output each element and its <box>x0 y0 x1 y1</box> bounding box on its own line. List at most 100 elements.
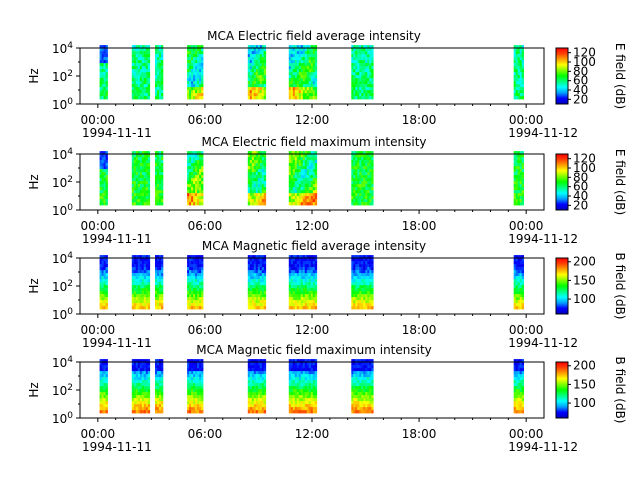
colorbar-tick-label: 80 <box>573 170 588 184</box>
spectrogram-block <box>247 151 267 206</box>
colorbar-tick-label: 20 <box>573 198 588 212</box>
y-tick-label: 100 <box>52 411 73 426</box>
y-tick-label: 104 <box>52 41 73 56</box>
y-tick-label: 102 <box>52 279 73 294</box>
x-tick-label: 06:00 <box>188 113 223 127</box>
spectrogram-block <box>288 255 318 310</box>
spectrogram-block <box>247 255 267 310</box>
spectrogram-block <box>155 359 164 414</box>
colorbar-gradient <box>555 257 569 315</box>
spectrogram-block <box>288 359 318 414</box>
panel-title: MCA Magnetic field maximum intensity <box>196 343 432 357</box>
colorbar-tick-label: 100 <box>573 161 596 175</box>
spectrogram-block <box>351 359 374 414</box>
spectrogram-block <box>513 45 524 100</box>
colorbar: 200 150 100 B field (dB) <box>555 357 627 424</box>
x-tick-label: 00:00 <box>509 219 544 233</box>
y-axis-label: Hz <box>27 174 41 189</box>
spectrogram-block <box>513 255 524 310</box>
panel-title: MCA Magnetic field average intensity <box>202 239 426 253</box>
date-label-end: 1994-11-12 <box>508 440 578 454</box>
spectrogram-block <box>351 45 374 100</box>
date-label-end: 1994-11-12 <box>508 126 578 140</box>
spectrogram-block <box>99 255 108 310</box>
colorbar-tick-label: 150 <box>573 377 596 391</box>
colorbar-tick-label: 100 <box>573 55 596 69</box>
date-label-end: 1994-11-12 <box>508 232 578 246</box>
spectrogram-block <box>187 255 204 310</box>
spectrogram-panel: MCA Magnetic field maximum intensity Hz 10… <box>27 343 627 454</box>
colorbar-tick-label: 120 <box>573 46 596 60</box>
spectrogram-block <box>155 255 164 310</box>
spectrogram-panel: MCA Magnetic field average intensity Hz 10… <box>27 239 627 350</box>
x-tick-label: 18:00 <box>402 427 437 441</box>
colorbar: 200 150 100 B field (dB) <box>555 253 627 319</box>
y-tick-label: 104 <box>52 147 73 162</box>
spectrogram-block <box>131 45 151 100</box>
colorbar-tick-label: 200 <box>573 255 596 269</box>
spectrogram-block <box>351 255 374 310</box>
colorbar-tick-label: 80 <box>573 64 588 78</box>
y-tick-label: 102 <box>52 69 73 84</box>
y-axis-label: Hz <box>27 278 41 293</box>
y-tick-label: 102 <box>52 175 73 190</box>
spectrogram-block <box>513 359 524 414</box>
x-tick-label: 00:00 <box>509 323 544 337</box>
y-tick-label: 102 <box>52 383 73 398</box>
x-tick-label: 12:00 <box>295 323 330 337</box>
spectrogram-block <box>99 45 108 100</box>
colorbar-tick-label: 20 <box>573 92 588 106</box>
x-tick-label: 00:00 <box>81 113 116 127</box>
spectrogram-block <box>131 151 151 206</box>
x-tick-label: 18:00 <box>402 113 437 127</box>
x-tick-label: 06:00 <box>188 219 223 233</box>
colorbar-tick-label: 40 <box>573 83 588 97</box>
x-tick-label: 12:00 <box>295 113 330 127</box>
colorbar-tick-label: 120 <box>573 152 596 166</box>
spectrogram-block <box>155 151 164 206</box>
y-tick-label: 104 <box>52 355 73 370</box>
y-tick-label: 100 <box>52 97 73 112</box>
date-label-start: 1994-11-11 <box>82 336 152 350</box>
spectrogram-block <box>131 255 151 310</box>
colorbar-gradient <box>555 153 569 211</box>
colorbar-label: B field (dB) <box>613 357 627 424</box>
colorbar-gradient <box>555 361 569 419</box>
x-tick-label: 00:00 <box>509 427 544 441</box>
spectrogram-block <box>513 151 524 206</box>
colorbar-tick-label: 60 <box>573 74 588 88</box>
spectrogram-block <box>247 359 267 414</box>
spectrogram-block <box>187 151 204 206</box>
x-tick-label: 00:00 <box>81 427 116 441</box>
x-tick-label: 12:00 <box>295 427 330 441</box>
spectrogram-block <box>99 151 108 206</box>
x-tick-label: 18:00 <box>402 219 437 233</box>
spectrogram-block <box>288 151 318 206</box>
y-tick-label: 104 <box>52 251 73 266</box>
spectrogram-panel: MCA Electric field average intensity Hz 10… <box>27 29 627 140</box>
colorbar-tick-label: 100 <box>573 292 596 306</box>
x-tick-label: 00:00 <box>509 113 544 127</box>
y-axis-label: Hz <box>27 68 41 83</box>
y-axis-label: Hz <box>27 382 41 397</box>
x-tick-label: 00:00 <box>81 219 116 233</box>
panel-title: MCA Electric field maximum intensity <box>201 135 426 149</box>
spectrogram-block <box>351 151 374 206</box>
spectrogram-block <box>187 45 204 100</box>
y-tick-label: 100 <box>52 307 73 322</box>
colorbar-label: E field (dB) <box>613 149 627 215</box>
spectrogram-block <box>187 359 204 414</box>
colorbar-tick-label: 40 <box>573 189 588 203</box>
x-tick-label: 06:00 <box>188 323 223 337</box>
colorbar-tick-label: 60 <box>573 180 588 194</box>
date-label-start: 1994-11-11 <box>82 126 152 140</box>
spectrogram-block <box>155 45 164 100</box>
colorbar-gradient <box>555 47 569 105</box>
spectrogram-block <box>247 45 267 100</box>
colorbar-tick-label: 200 <box>573 359 596 373</box>
x-tick-label: 06:00 <box>188 427 223 441</box>
spectrogram-block <box>131 359 151 414</box>
